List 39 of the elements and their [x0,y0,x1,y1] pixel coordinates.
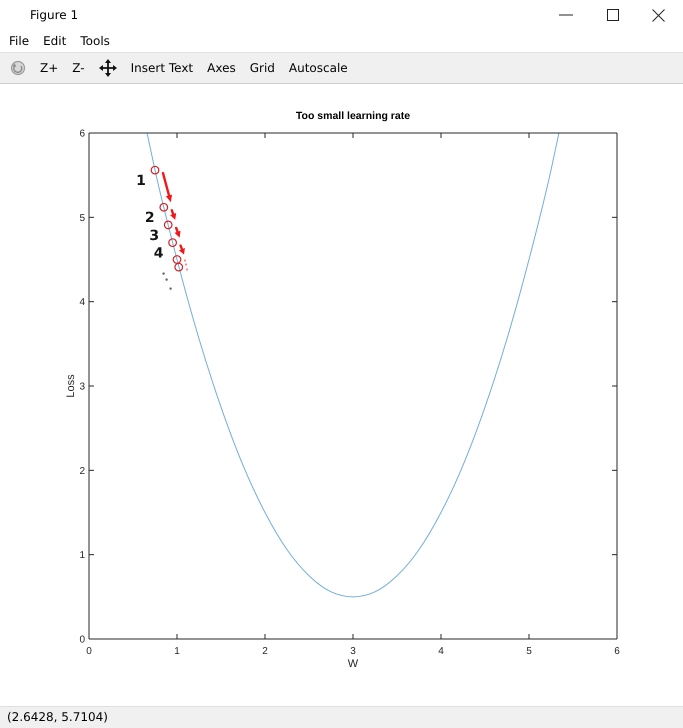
x-tick-label: 5 [526,646,532,658]
y-tick-label: 2 [79,466,86,477]
x-tick-label: 1 [174,646,180,658]
annotation: 4 [154,246,164,262]
point [164,220,173,230]
text: Insert Text [130,61,194,75]
text: Axes [207,61,236,75]
y-axis-title: Loss [65,374,77,398]
x-axis-title: W [348,658,359,670]
annotation: 2 [144,210,155,226]
text: Autoscale [288,61,348,75]
y-tick-label: 5 [79,212,86,224]
text: Edit [43,34,66,48]
y-tick-label: 3 [79,382,86,393]
x-tick-label: 3 [350,646,356,658]
x-tick-label: 2 [262,646,268,658]
y-tick-label: 0 [79,634,86,646]
point [168,238,177,248]
text: Z- [72,61,85,75]
text: Tools [80,34,110,48]
point [150,166,160,175]
caption: Figure 1 [30,8,78,22]
point [174,262,184,272]
y-tick-label: 1 [79,550,86,562]
annotation: 1 [136,173,146,190]
x-tick-label: 6 [614,646,620,658]
annotation: 3 [149,228,160,244]
text: File [9,34,30,48]
y-tick-label: 6 [79,128,86,140]
text: Z+ [40,61,58,75]
chart-title: Too small learning rate [296,110,410,122]
text: (2.6428, 5.7104) [7,710,108,724]
x-tick-label: 0 [86,646,92,658]
line-series [146,133,560,598]
point [172,255,182,264]
y-tick-label: 4 [79,297,86,308]
point [159,202,168,212]
text: Grid [250,61,275,75]
x-tick-label: 4 [438,646,444,658]
